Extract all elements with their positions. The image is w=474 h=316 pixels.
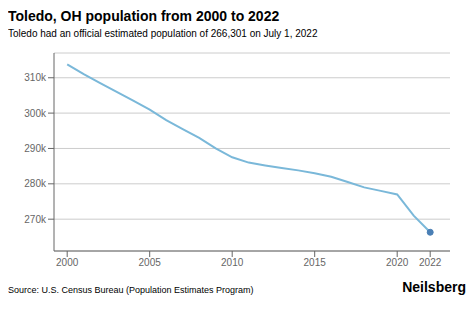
html-text:Toledo, OH population from 200: Toledo, OH population from 2000 to 2022 — [8, 8, 280, 24]
html-text:Toledo had an official estimat: Toledo had an official estimated populat… — [8, 28, 318, 39]
svg-text:2010: 2010 — [221, 257, 244, 268]
svg-text:300k: 300k — [24, 108, 47, 119]
svg-text:2005: 2005 — [139, 257, 162, 268]
svg-text:2020: 2020 — [386, 257, 409, 268]
svg-text:290k: 290k — [24, 143, 47, 154]
svg-text:2000: 2000 — [56, 257, 79, 268]
html-text:Neilsberg: Neilsberg — [402, 279, 466, 295]
html-text:Source: U.S. Census Bureau (Po: Source: U.S. Census Bureau (Population E… — [8, 285, 254, 295]
svg-text:2015: 2015 — [304, 257, 327, 268]
svg-text:310k: 310k — [24, 72, 47, 83]
svg-text:270k: 270k — [24, 214, 47, 225]
svg-text:2022: 2022 — [419, 257, 442, 268]
svg-text:280k: 280k — [24, 178, 47, 189]
